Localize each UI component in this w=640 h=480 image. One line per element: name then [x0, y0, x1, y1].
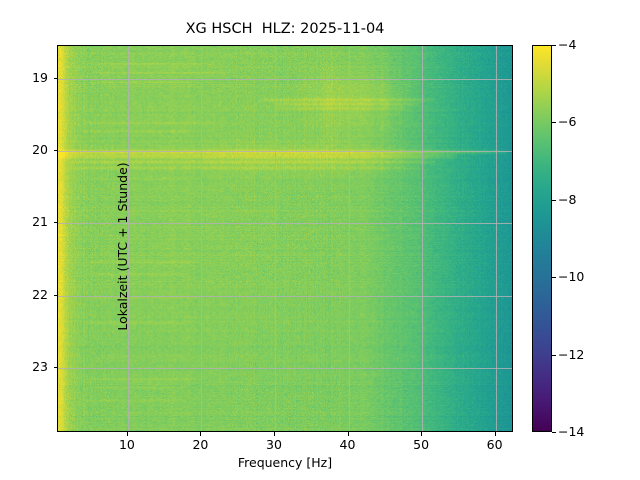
x-tick-label-30: 30 — [266, 437, 282, 452]
colorbar-tick-mark--12 — [552, 354, 556, 356]
colorbar-tick-label--8: −8 — [558, 191, 577, 207]
x-tick-mark-40 — [347, 432, 349, 436]
y-tick-mark-21 — [53, 222, 57, 224]
colorbar-tick-mark--8 — [552, 199, 556, 201]
colorbar-tick-label--10: −10 — [558, 269, 585, 285]
y-tick-mark-20 — [53, 149, 57, 151]
x-tick-label-50: 50 — [413, 437, 430, 452]
y-tick-mark-19 — [53, 77, 57, 79]
x-tick-label-10: 10 — [118, 437, 135, 452]
x-tick-mark-50 — [421, 432, 423, 436]
colorbar-tick-mark--6 — [552, 122, 556, 124]
x-tick-mark-10 — [126, 432, 128, 436]
colorbar-tick-label--12: −12 — [558, 346, 585, 362]
spectrogram-image — [58, 46, 512, 431]
x-tick-label-60: 60 — [486, 437, 503, 452]
y-tick-label-19: 19 — [32, 69, 48, 85]
y-tick-label-20: 20 — [32, 141, 48, 157]
y-tick-label-23: 23 — [32, 358, 48, 374]
colorbar-tick-mark--4 — [552, 45, 556, 46]
x-tick-label-20: 20 — [192, 437, 209, 452]
colorbar-gradient — [533, 46, 551, 431]
x-tick-mark-60 — [494, 432, 496, 436]
chart-title: XG HSCH HLZ: 2025-11-04 — [185, 21, 385, 37]
y-tick-label-22: 22 — [32, 286, 48, 302]
colorbar-tick-label--14: −14 — [558, 424, 585, 439]
colorbar-tick-mark--10 — [552, 277, 556, 279]
y-axis-label: Lokalzeit (UTC + 1 Stunde) — [115, 161, 130, 331]
x-tick-label-40: 40 — [339, 437, 356, 452]
y-tick-mark-22 — [53, 294, 57, 296]
colorbar-tick-label--4: −4 — [558, 37, 577, 52]
colorbar-tick-label--6: −6 — [558, 114, 577, 130]
y-tick-label-21: 21 — [32, 214, 48, 230]
x-axis-label: Frequency [Hz] — [237, 455, 333, 470]
colorbar-tick-mark--14 — [552, 432, 556, 433]
x-tick-mark-30 — [274, 432, 275, 436]
spectrogram-axes[interactable] — [57, 45, 513, 432]
y-tick-mark-23 — [53, 366, 57, 368]
x-tick-mark-20 — [200, 432, 202, 436]
colorbar[interactable] — [532, 45, 552, 432]
